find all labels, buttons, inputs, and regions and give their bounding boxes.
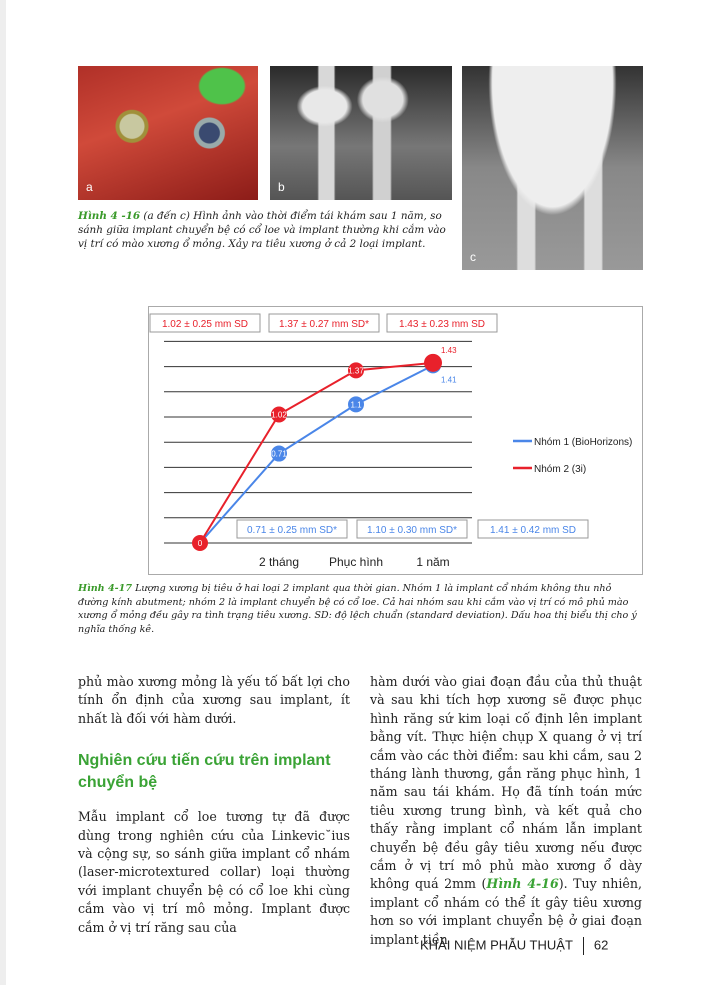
data-point [424, 353, 442, 372]
section-title: KHÁI NIỆM PHẪU THUẬT [420, 937, 573, 953]
figure-17-caption: Hình 4-17 Lượng xương bị tiêu ở hai loại… [78, 582, 643, 636]
sd-label: 1.37 ± 0.27 mm SD* [279, 319, 369, 330]
data-label: 1.43 [441, 346, 457, 355]
sd-box [268, 313, 380, 333]
x-tick-label: 1 năm [416, 555, 449, 569]
data-point [348, 396, 364, 413]
photo-clinical-implants: a [78, 66, 258, 200]
figure-label: Hình 4-17 [78, 583, 133, 594]
footer-divider [582, 937, 584, 955]
series-line [199, 361, 434, 544]
paragraph-text: hàm dưới vào giai đoạn đầu của thủ thuật… [370, 674, 642, 892]
data-label: 1.41 [441, 375, 457, 384]
text-column-right: hàm dưới vào giai đoạn đầu của thủ thuật… [370, 673, 642, 949]
sd-box [236, 519, 348, 539]
legend-label: Nhóm 2 (3i) [534, 464, 586, 475]
sd-box [386, 313, 498, 333]
sd-label: 1.02 ± 0.25 mm SD [162, 319, 248, 330]
data-label: 0.71 [271, 450, 287, 459]
x-tick-label: 2 tháng [259, 555, 299, 569]
figure-16-caption: Hình 4 -16 (a đến c) Hình ảnh vào thời đ… [78, 209, 456, 251]
data-point [271, 406, 287, 423]
data-point [271, 445, 287, 462]
series-line [199, 364, 434, 544]
sd-label: 1.43 ± 0.23 mm SD [399, 319, 485, 330]
page-edge [0, 0, 6, 985]
text-column-left: phủ mào xương mỏng là yếu tố bất lợi cho… [78, 673, 350, 937]
sd-label: 0.71 ± 0.25 mm SD* [247, 525, 337, 536]
data-point [192, 535, 208, 551]
sd-box [477, 519, 589, 539]
page-number: 62 [593, 937, 609, 953]
x-tick-label: Phục hình [329, 555, 383, 569]
data-label: 0 [198, 539, 203, 548]
photo-xray-implants-b: b [270, 66, 452, 200]
sd-box [356, 519, 468, 539]
photo-label: a [86, 180, 93, 194]
sd-box [149, 313, 261, 333]
data-point [348, 362, 364, 379]
photo-xray-implants-c: c [462, 66, 643, 270]
legend-label: Nhóm 1 (BioHorizons) [534, 437, 632, 448]
paragraph: hàm dưới vào giai đoạn đầu của thủ thuật… [370, 673, 642, 949]
page-footer: KHÁI NIỆM PHẪU THUẬT 62 [420, 937, 608, 955]
data-label: 1.37 [348, 366, 364, 375]
figure-label: Hình 4 -16 [78, 210, 141, 222]
caption-text: (a đến c) Hình ảnh vào thời điểm tái khá… [78, 210, 446, 250]
paragraph: phủ mào xương mỏng là yếu tố bất lợi cho… [78, 674, 350, 726]
paragraph: Mẫu implant cổ loe tương tự đã được dùng… [78, 809, 350, 935]
paragraph-text: ). Tuy nhiên, implant cổ nhám có thể ít … [370, 876, 642, 947]
data-label: 1.02 [271, 410, 287, 419]
data-label: 1.1 [350, 400, 362, 409]
photo-label: c [470, 250, 476, 264]
figure-reference: Hình 4-16 [486, 876, 559, 892]
sd-label: 1.41 ± 0.42 mm SD [490, 525, 576, 536]
caption-text: Lượng xương bị tiêu ở hai loại 2 implant… [78, 583, 637, 635]
photo-label: b [278, 180, 285, 194]
section-heading: Nghiên cứu tiến cứu trên implant chuyển … [78, 752, 331, 792]
sd-label: 1.10 ± 0.30 mm SD* [367, 525, 457, 536]
